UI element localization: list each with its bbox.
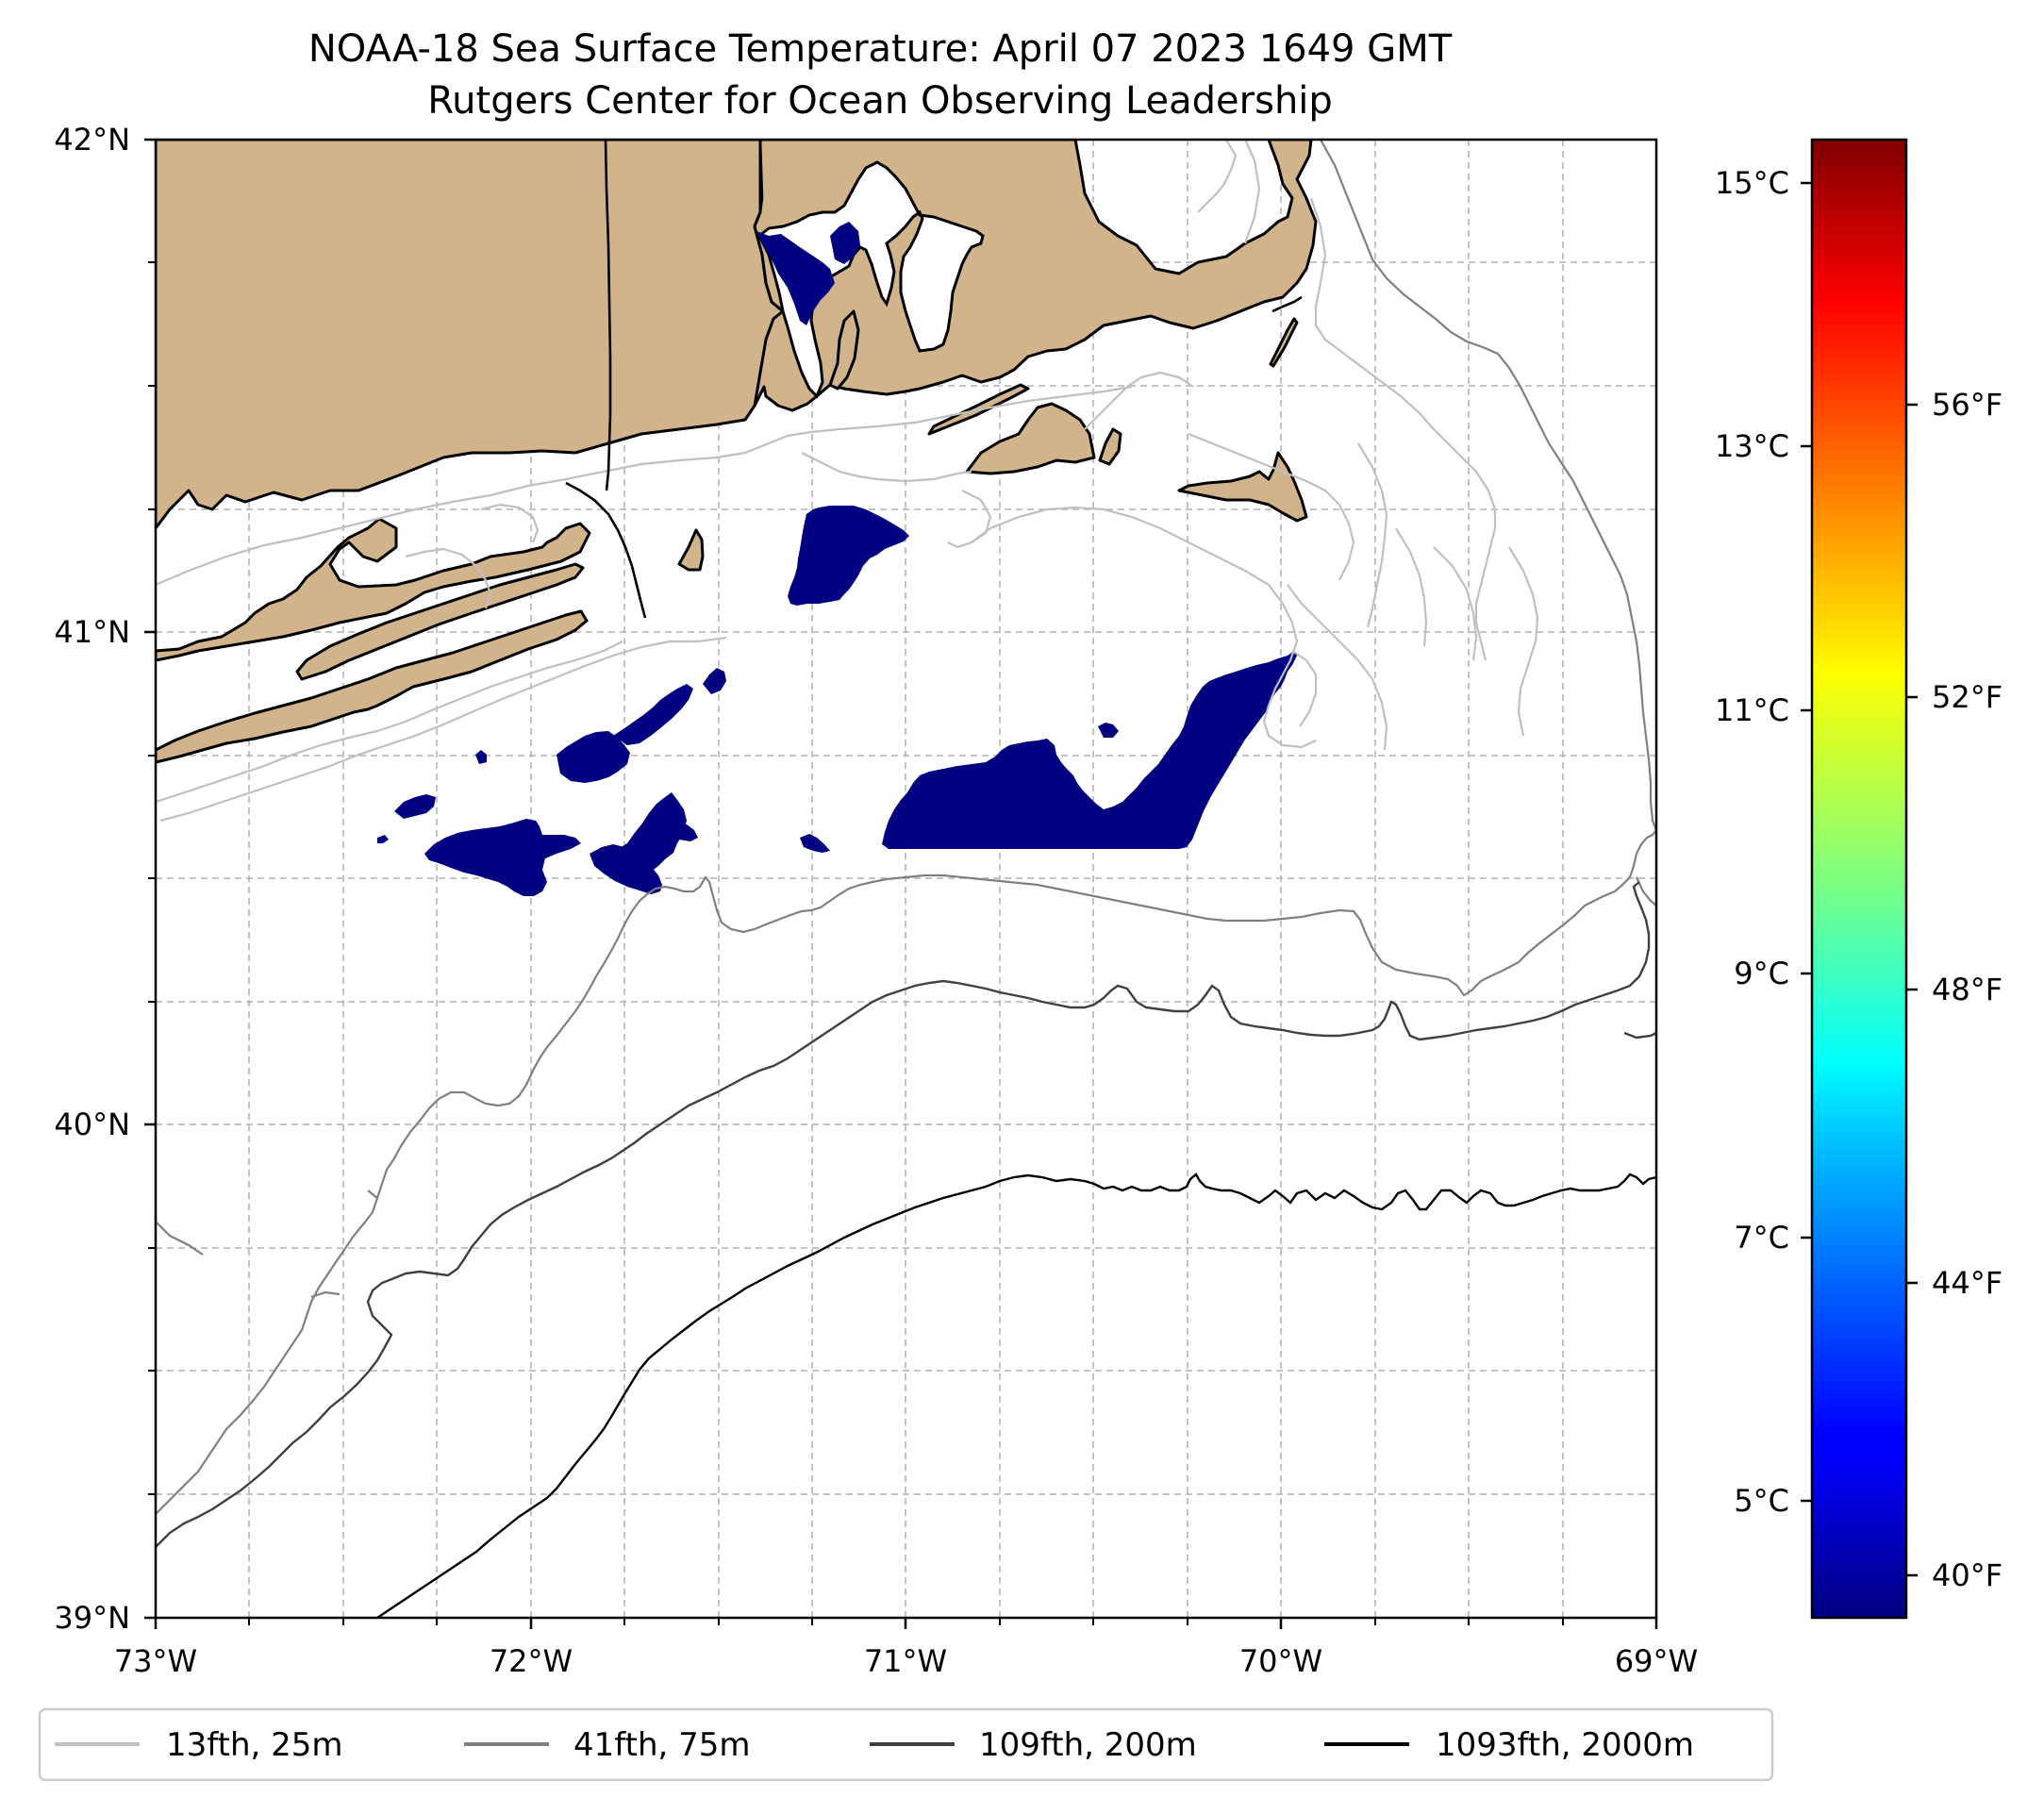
lat-tick-label: 40°N bbox=[54, 1106, 130, 1142]
state-borders bbox=[565, 140, 1303, 619]
sst-patch-east-large bbox=[882, 651, 1297, 849]
isobath-25m bbox=[156, 140, 1539, 823]
lon-minor-ticks bbox=[148, 261, 1564, 1625]
colorbar: 15°C 13°C 11°C 9°C 7°C 5°C 56°F 52°F 48°… bbox=[1715, 138, 2002, 1620]
colorbar-fahrenheit-ticks: 56°F 52°F 48°F 44°F 40°F bbox=[1906, 387, 2002, 1593]
lat-tick-label: 42°N bbox=[54, 122, 130, 158]
map-panel: 73°W 72°W 71°W 70°W 69°W 42°N 41°N 40°N … bbox=[54, 122, 1698, 1679]
land-long-island-south-shore bbox=[156, 609, 589, 764]
sst-patches bbox=[377, 506, 1297, 896]
legend-item-2000m: 1093fth, 2000m bbox=[1324, 1726, 1694, 1764]
land-marthas-vineyard bbox=[965, 402, 1096, 475]
sst-patch-west-4 bbox=[666, 823, 698, 841]
legend-label: 109fth, 200m bbox=[979, 1726, 1197, 1764]
narragansett-bay bbox=[756, 160, 985, 399]
fahrenheit-tick-label: 56°F bbox=[1932, 387, 2002, 423]
isobath-2000m bbox=[376, 1173, 1656, 1618]
fahrenheit-tick-label: 44°F bbox=[1932, 1265, 2002, 1301]
sst-patch-north bbox=[788, 506, 909, 606]
colorbar-celsius-ticks: 15°C 13°C 11°C 9°C 7°C 5°C bbox=[1715, 165, 1812, 1519]
celsius-tick-label: 13°C bbox=[1715, 428, 1789, 464]
land-long-island-fork bbox=[295, 562, 585, 681]
sst-patch-west-7 bbox=[475, 750, 487, 764]
sst-patch-mid-3 bbox=[613, 684, 693, 745]
fahrenheit-tick-label: 48°F bbox=[1932, 972, 2002, 1007]
isobath-200m bbox=[156, 881, 1656, 1548]
celsius-tick-label: 15°C bbox=[1715, 165, 1789, 201]
sst-patch-west-2 bbox=[424, 819, 581, 896]
title-line-1: NOAA-18 Sea Surface Temperature: April 0… bbox=[308, 27, 1453, 71]
sst-patch-east-small bbox=[1098, 723, 1119, 738]
title-line-2: Rutgers Center for Ocean Observing Leade… bbox=[427, 79, 1333, 123]
land-long-island bbox=[156, 517, 591, 662]
lon-tick-label: 71°W bbox=[864, 1643, 947, 1679]
sst-patch-west-3 bbox=[590, 844, 662, 894]
legend-item-200m: 109fth, 200m bbox=[870, 1726, 1197, 1764]
land-aquidneck bbox=[828, 309, 860, 391]
isobath-75m bbox=[156, 140, 1656, 1515]
sst-patch-west-5 bbox=[800, 834, 830, 853]
sst-patch-mid-2 bbox=[557, 731, 630, 783]
celsius-tick-label: 11°C bbox=[1715, 692, 1789, 728]
sst-patch-west-1 bbox=[394, 794, 436, 819]
land-chappaquiddick bbox=[1098, 427, 1122, 466]
legend-label: 1093fth, 2000m bbox=[1436, 1726, 1694, 1764]
lat-axis: 42°N 41°N 40°N 39°N bbox=[54, 122, 156, 1636]
celsius-tick-label: 5°C bbox=[1734, 1483, 1789, 1519]
lon-tick-label: 70°W bbox=[1239, 1643, 1322, 1679]
land-block-island bbox=[677, 528, 705, 572]
lon-tick-label: 72°W bbox=[490, 1643, 573, 1679]
lat-tick-label: 41°N bbox=[54, 614, 130, 650]
sst-patch-west-6 bbox=[377, 835, 389, 843]
sst-patch-mid-4 bbox=[703, 668, 726, 694]
colorbar-gradient bbox=[1810, 138, 1908, 1620]
lon-tick-label: 73°W bbox=[114, 1643, 197, 1679]
land-monomoy bbox=[1269, 317, 1299, 368]
legend-item-75m: 41fth, 75m bbox=[464, 1726, 751, 1764]
lon-tick-label: 69°W bbox=[1615, 1643, 1698, 1679]
isobath-legend: 13fth, 25m 41fth, 75m 109fth, 200m 1093f… bbox=[38, 1707, 1774, 1782]
lat-tick-label: 39°N bbox=[54, 1600, 130, 1636]
celsius-tick-label: 9°C bbox=[1734, 956, 1789, 991]
fahrenheit-tick-label: 52°F bbox=[1932, 679, 2002, 715]
legend-item-25m: 13fth, 25m bbox=[55, 1726, 343, 1764]
celsius-tick-label: 7°C bbox=[1734, 1220, 1789, 1256]
lon-axis: 73°W 72°W 71°W 70°W 69°W bbox=[114, 1618, 1698, 1679]
legend-label: 41fth, 75m bbox=[573, 1726, 751, 1764]
legend-label: 13fth, 25m bbox=[166, 1726, 343, 1764]
fahrenheit-tick-label: 40°F bbox=[1932, 1557, 2002, 1593]
